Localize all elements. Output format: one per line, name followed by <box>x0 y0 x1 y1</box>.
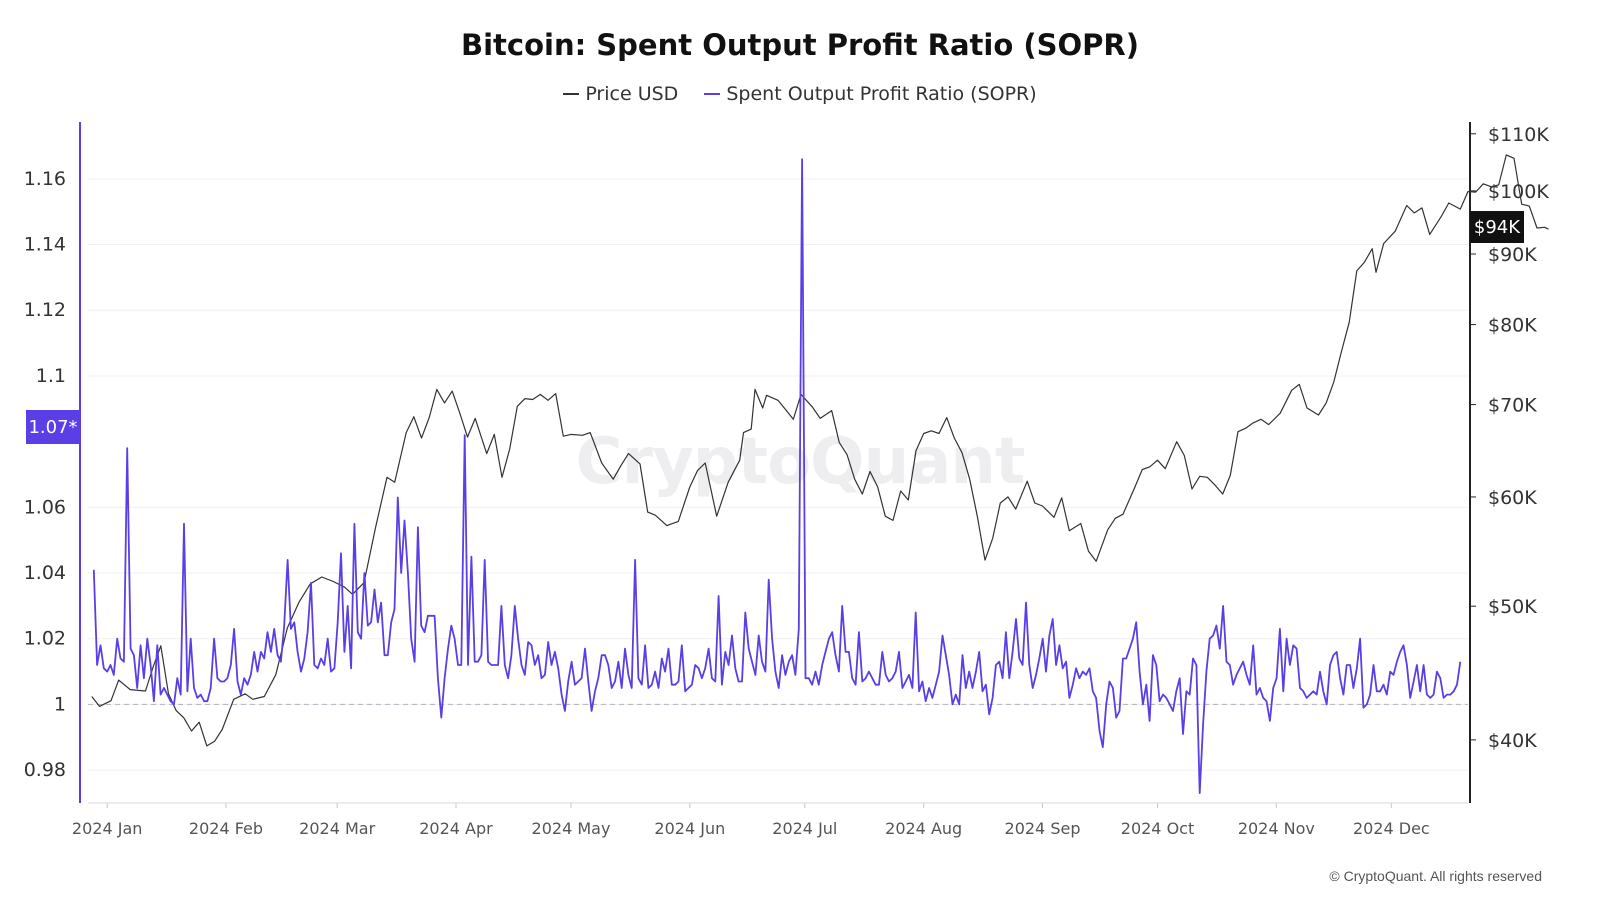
x-tick-label: 2024 Oct <box>1121 819 1194 838</box>
x-tick-label: 2024 Jun <box>654 819 725 838</box>
price-current-value: $94K <box>1474 217 1521 238</box>
y-left-tick-label: 1.1 <box>36 365 66 387</box>
legend-swatch-sopr <box>704 93 721 95</box>
legend-item-sopr[interactable]: Spent Output Profit Ratio (SOPR) <box>704 83 1037 105</box>
price-usd-line <box>91 154 1549 747</box>
chart-legend: Price USD Spent Output Profit Ratio (SOP… <box>0 78 1600 105</box>
copyright-text: © CryptoQuant. All rights reserved <box>1329 868 1542 884</box>
y-right-tick-label: $80K <box>1488 315 1537 337</box>
y-right-tick-label: $60K <box>1488 487 1537 509</box>
y-right-tick-label: $90K <box>1488 244 1537 266</box>
price-current-badge <box>1470 211 1524 243</box>
legend-label-sopr: Spent Output Profit Ratio (SOPR) <box>726 83 1037 105</box>
y-left-tick-label: 0.98 <box>24 759 66 781</box>
y-left-tick-label: 1.04 <box>24 562 66 584</box>
y-right-tick-label: $100K <box>1488 181 1549 203</box>
y-left-tick-label: 1.14 <box>24 234 66 256</box>
x-tick-label: 2024 Nov <box>1238 819 1315 838</box>
sopr-current-badge <box>26 410 80 444</box>
y-right-tick-label: $40K <box>1488 730 1537 752</box>
chart-title: Bitcoin: Spent Output Profit Ratio (SOPR… <box>460 28 1140 62</box>
y-right-tick-label: $70K <box>1488 395 1537 417</box>
y-left-tick-label: 1.02 <box>24 628 66 650</box>
y-right-tick-label: $110K <box>1488 124 1549 146</box>
x-tick-label: 2024 Apr <box>419 819 493 838</box>
legend-item-price[interactable]: Price USD <box>563 83 678 105</box>
x-tick-label: 2024 Sep <box>1005 819 1081 838</box>
sopr-line <box>92 158 1462 794</box>
legend-label-price: Price USD <box>585 83 679 105</box>
x-tick-label: 2024 Aug <box>885 819 962 838</box>
y-left-tick-label: 1.12 <box>24 299 66 321</box>
y-right-tick-label: $50K <box>1488 596 1537 618</box>
sopr-current-value: 1.07* <box>28 417 77 438</box>
x-tick-label: 2024 Jul <box>772 819 837 838</box>
y-left-tick-label: 1.06 <box>24 496 66 518</box>
y-left-tick-label: 1.16 <box>24 168 66 190</box>
y-left-tick-label: 1 <box>54 693 66 715</box>
x-tick-label: 2024 May <box>532 819 611 838</box>
legend-swatch-price <box>563 93 580 95</box>
x-tick-label: 2024 Dec <box>1353 819 1430 838</box>
x-tick-label: 2024 Mar <box>299 819 375 838</box>
x-tick-label: 2024 Jan <box>72 819 142 838</box>
x-tick-label: 2024 Feb <box>189 819 263 838</box>
